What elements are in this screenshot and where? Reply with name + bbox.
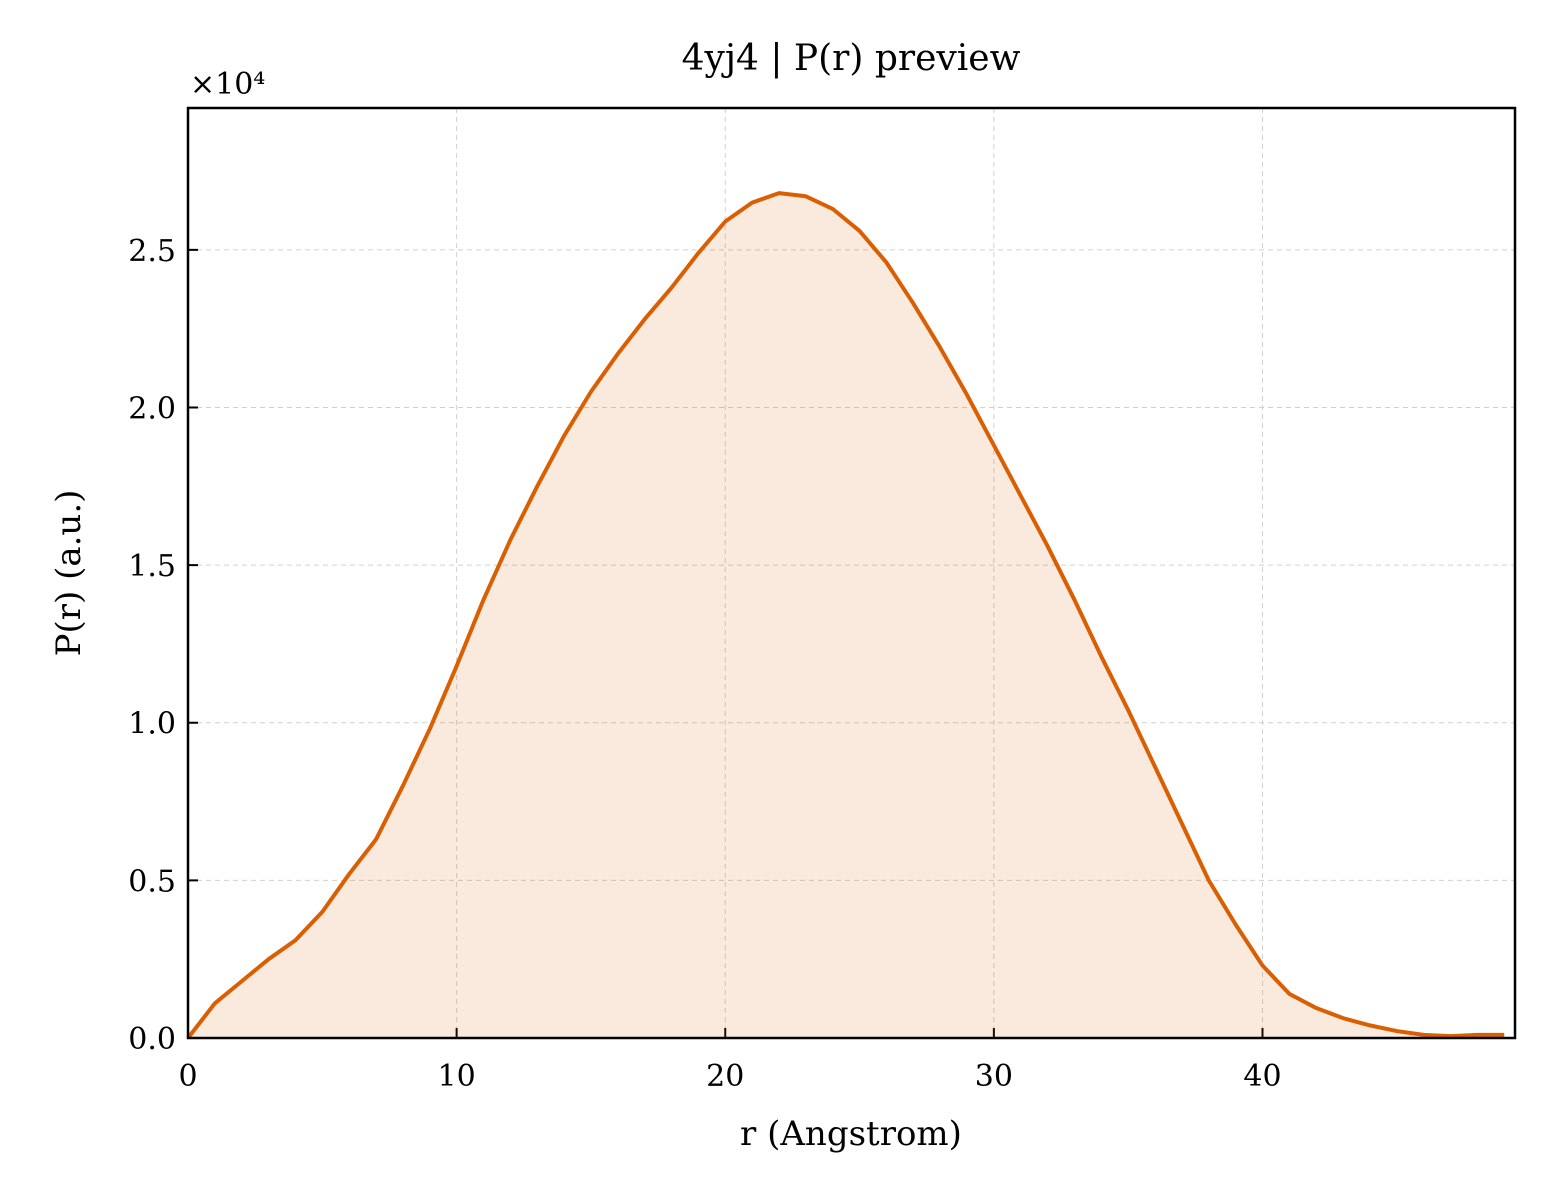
- y-tick-label: 1.5: [128, 549, 176, 584]
- y-tick-label: 0.5: [128, 864, 176, 899]
- line: [186, 191, 1505, 1040]
- y-tick-label: 2.5: [128, 234, 176, 269]
- x-tick-label: 40: [1243, 1059, 1281, 1094]
- y-offset-label: ×10⁴: [190, 67, 265, 102]
- x-axis-label: r (Angstrom): [740, 1114, 962, 1154]
- x-tick-label: 30: [975, 1059, 1013, 1094]
- y-tick-label: 2.0: [128, 391, 176, 426]
- x-tick-label: 20: [706, 1059, 744, 1094]
- area: [188, 193, 1505, 1038]
- x-tick-label: 0: [178, 1059, 197, 1094]
- y-axis-label: P(r) (a.u.): [49, 490, 89, 657]
- plot-frame: [186, 106, 1517, 1040]
- y-tick-label: 0.0: [128, 1022, 176, 1057]
- chart-title: 4yj4 | P(r) preview: [682, 38, 1021, 79]
- y-tick-label: 1.0: [128, 707, 176, 742]
- x-tick-label: 10: [438, 1059, 476, 1094]
